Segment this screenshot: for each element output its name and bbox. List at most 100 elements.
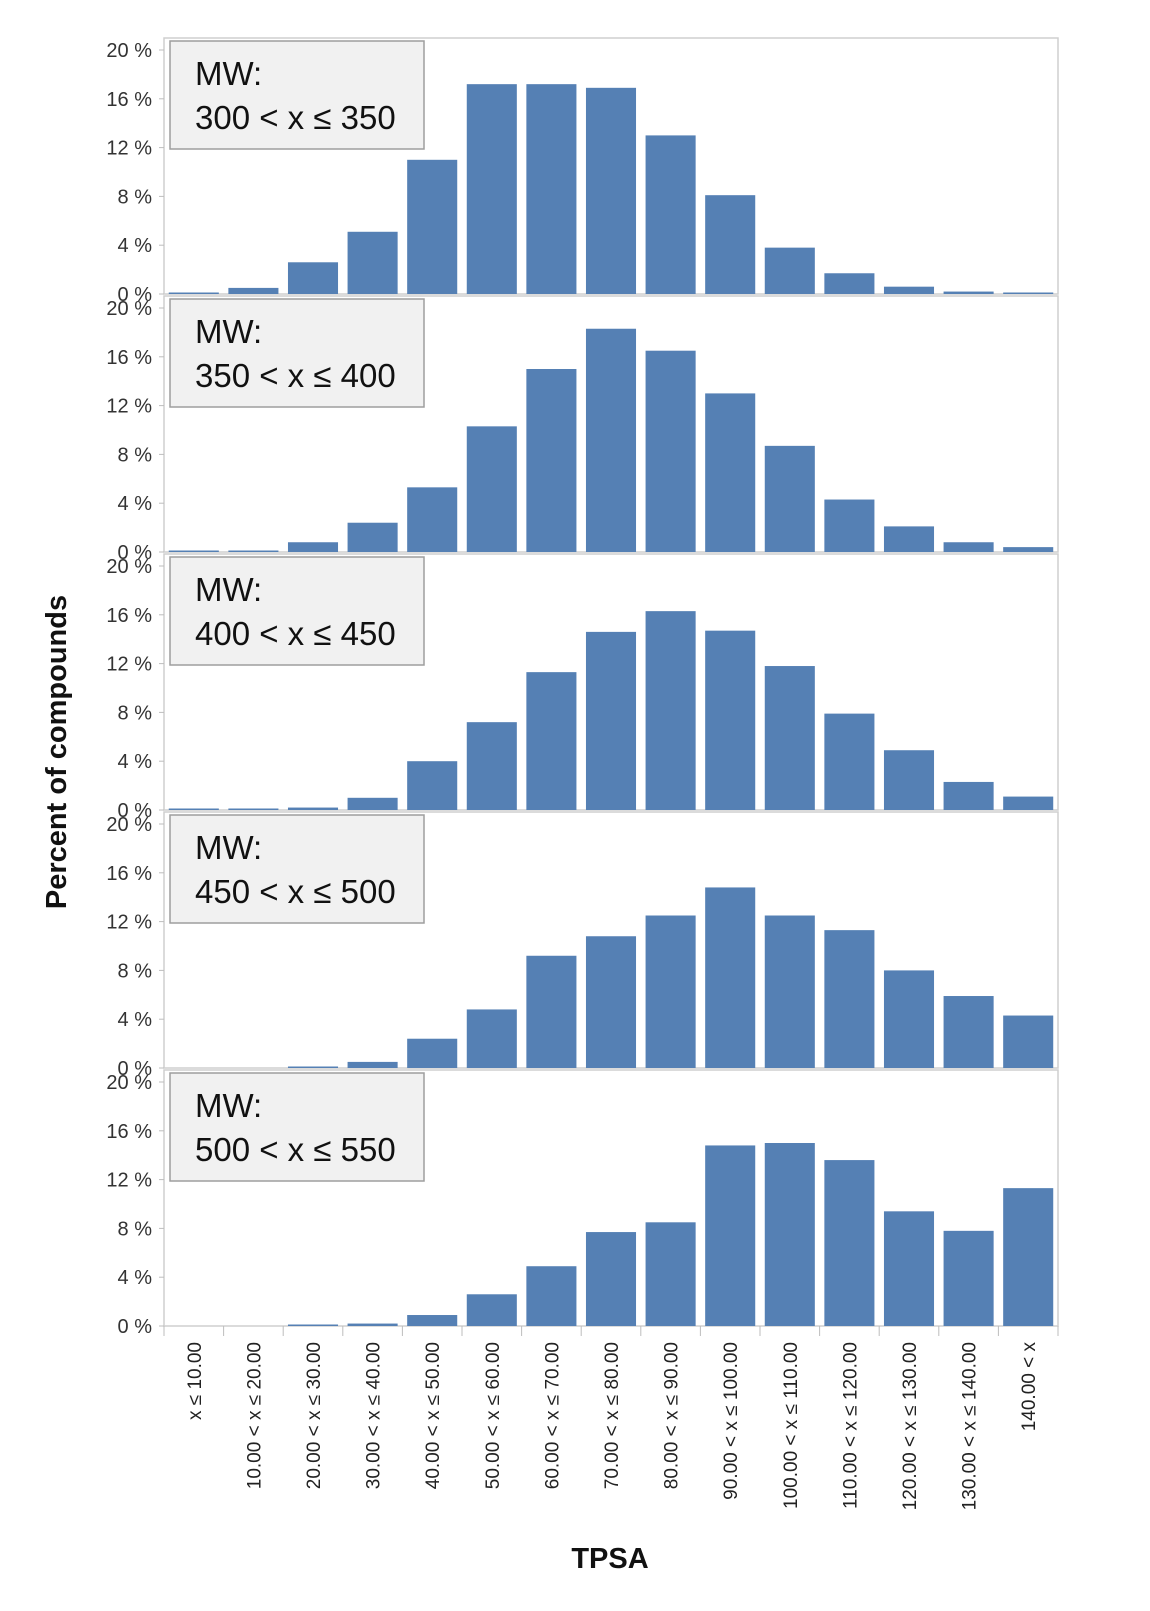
bar — [943, 1230, 994, 1326]
bar — [347, 231, 398, 294]
bar — [645, 915, 696, 1068]
bar — [407, 761, 458, 810]
y-tick-label: 20 % — [106, 40, 152, 62]
y-tick-label: 8 % — [118, 1218, 153, 1240]
y-tick-label: 12 % — [106, 138, 152, 160]
panel-label-box — [169, 298, 425, 408]
x-tick-label: 100.00 < x ≤ 110.00 — [781, 1342, 802, 1509]
bar — [585, 328, 637, 552]
panel-3: 0 % 4 % 8 % 12 % 16 % 20 % MW: 400 < x ≤ 450 — [106, 553, 1059, 822]
panel-label-line2: 500 < x ≤ 550 — [195, 1131, 396, 1168]
panel-4: 0 % 4 % 8 % 12 % 16 % 20 % MW: 450 < x ≤ 500 — [106, 811, 1059, 1080]
bar — [287, 807, 339, 810]
y-tick-label: 8 % — [118, 186, 153, 208]
panel-2: 0 % 4 % 8 % 12 % 16 % 20 % MW: 350 < x ≤ 400 — [106, 295, 1059, 564]
y-tick-label: 4 % — [118, 1267, 153, 1289]
bar — [526, 672, 577, 810]
bar — [824, 930, 875, 1068]
y-tick-label: 20 % — [106, 814, 152, 836]
bar — [824, 713, 875, 810]
bar — [705, 195, 756, 294]
bar — [407, 1315, 458, 1326]
y-tick-label: 20 % — [106, 556, 152, 578]
y-tick-label: 16 % — [106, 1121, 152, 1143]
bar — [705, 630, 756, 810]
y-tick-label: 12 % — [106, 654, 152, 676]
x-tick-label: 30.00 < x ≤ 40.00 — [364, 1342, 385, 1489]
bar — [287, 542, 339, 552]
bar — [645, 135, 696, 294]
bar — [1003, 547, 1054, 552]
bar — [407, 487, 458, 552]
bar — [764, 915, 815, 1068]
y-tick-label: 0 % — [118, 800, 153, 822]
panel-label-line2: 450 < x ≤ 500 — [195, 873, 396, 910]
y-tick-label: 8 % — [118, 960, 153, 982]
x-tick-label: 120.00 < x ≤ 130.00 — [900, 1342, 921, 1510]
bar — [347, 1061, 398, 1068]
panel-label-box — [169, 1072, 425, 1182]
panel-label-line1: MW: — [195, 55, 262, 92]
y-tick-label: 0 % — [118, 1316, 153, 1338]
y-tick-label: 12 % — [106, 1170, 152, 1192]
bar — [824, 273, 875, 294]
bar — [526, 369, 577, 552]
y-tick-label: 0 % — [118, 542, 153, 564]
x-tick-label: 60.00 < x ≤ 70.00 — [542, 1342, 563, 1489]
bar — [466, 426, 517, 552]
bar — [287, 262, 339, 294]
bar — [764, 445, 815, 552]
x-tick-label: x ≤ 10.00 — [185, 1342, 206, 1420]
y-tick-label: 20 % — [106, 1072, 152, 1094]
bar — [407, 1038, 458, 1068]
bar — [705, 393, 756, 552]
bar — [585, 87, 637, 294]
bar — [943, 996, 994, 1068]
bar — [407, 159, 458, 294]
x-tick-label: 110.00 < x ≤ 120.00 — [840, 1342, 861, 1509]
x-tick-label: 140.00 < x — [1019, 1342, 1040, 1432]
bar — [526, 955, 577, 1068]
bar — [764, 1143, 815, 1326]
panel-label-box — [169, 40, 425, 150]
x-tick-label: 20.00 < x ≤ 30.00 — [304, 1342, 325, 1489]
panel-label-line2: 300 < x ≤ 350 — [195, 99, 396, 136]
bar — [466, 722, 517, 810]
y-tick-label: 16 % — [106, 347, 152, 369]
panel-5: 0 % 4 % 8 % 12 % 16 % 20 % MW: 500 < x ≤ 550 — [106, 1069, 1059, 1338]
y-tick-label: 4 % — [118, 235, 153, 257]
bar — [764, 666, 815, 810]
y-tick-label: 20 % — [106, 298, 152, 320]
x-tick-label: 40.00 < x ≤ 50.00 — [423, 1342, 444, 1489]
bar — [943, 542, 994, 552]
bar — [585, 1232, 637, 1326]
x-tick-label: 130.00 < x ≤ 140.00 — [960, 1342, 981, 1510]
bar — [1003, 292, 1054, 294]
y-tick-label: 4 % — [118, 1009, 153, 1031]
bar — [168, 550, 219, 552]
bar — [168, 808, 219, 810]
y-tick-label: 12 % — [106, 912, 152, 934]
y-tick-label: 12 % — [106, 396, 152, 418]
bar — [883, 286, 935, 294]
panel-label-line1: MW: — [195, 313, 262, 350]
panel-label-line1: MW: — [195, 1087, 262, 1124]
x-tick-label: 80.00 < x ≤ 90.00 — [662, 1342, 683, 1489]
bar — [943, 781, 994, 810]
x-tick-label: 50.00 < x ≤ 60.00 — [483, 1342, 504, 1489]
bar — [466, 1294, 517, 1326]
bar — [585, 936, 637, 1068]
bar — [526, 84, 577, 294]
bar — [526, 1266, 577, 1326]
bar — [764, 247, 815, 294]
bar — [1003, 796, 1054, 810]
bar — [645, 611, 696, 810]
y-tick-label: 16 % — [106, 89, 152, 111]
y-tick-label: 0 % — [118, 284, 153, 306]
bar — [883, 750, 935, 810]
bar — [705, 887, 756, 1068]
bar — [883, 526, 935, 552]
bar — [1003, 1015, 1054, 1068]
